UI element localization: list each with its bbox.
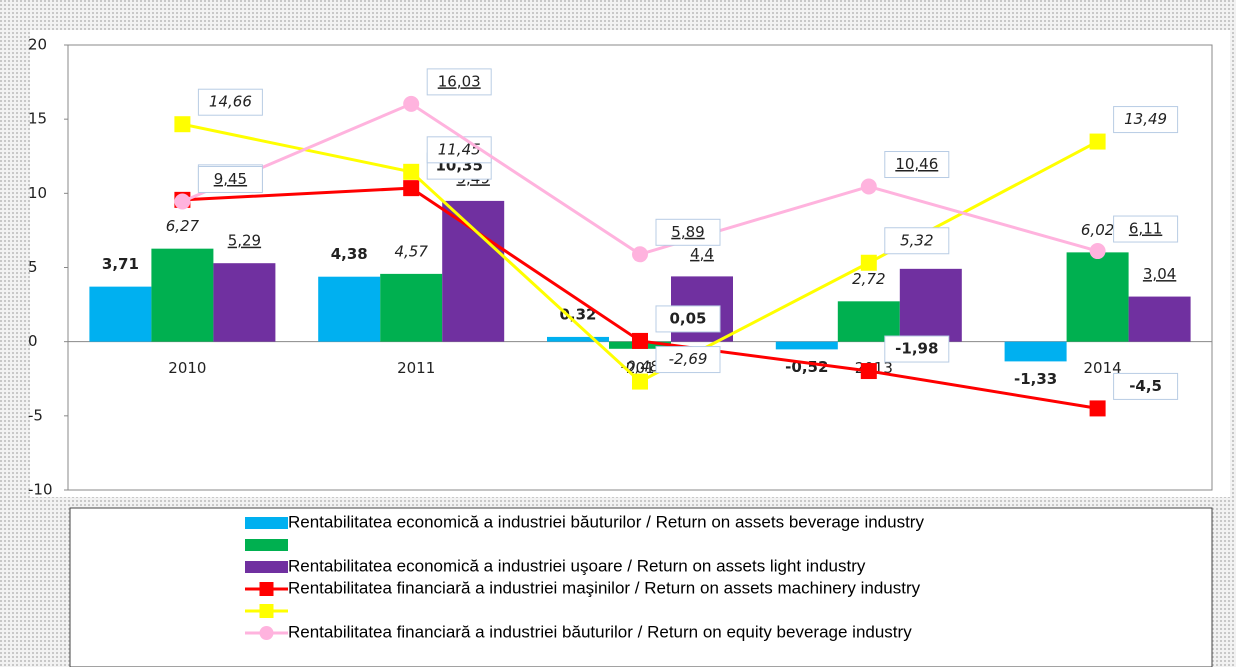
bar — [213, 263, 276, 342]
legend-label: Rentabilitatea financiară a industriei b… — [288, 622, 912, 641]
x-tick-label: 2010 — [168, 359, 206, 377]
bar — [318, 276, 381, 342]
data-label: 4,4 — [690, 245, 714, 263]
marker — [403, 95, 420, 112]
bar — [1004, 341, 1067, 362]
y-tick-label: 5 — [28, 258, 38, 276]
label-box — [1113, 106, 1179, 134]
marker — [860, 363, 877, 380]
label-box — [884, 335, 950, 363]
label-box — [1113, 215, 1179, 243]
marker — [1089, 133, 1106, 150]
legend-marker — [259, 604, 274, 618]
marker — [1089, 243, 1106, 260]
marker — [632, 332, 648, 349]
bar — [899, 268, 962, 342]
data-label: 10,46 — [895, 155, 938, 173]
data-label: 5,29 — [228, 232, 261, 250]
data-label: 5,89 — [671, 223, 704, 241]
legend-label: Rentabilitatea economică a industriei bă… — [288, 512, 924, 531]
y-tick-label: 0 — [28, 332, 38, 350]
data-label: -0,48 — [621, 357, 660, 375]
label-box — [426, 68, 492, 96]
legend-marker — [259, 582, 274, 596]
label-box — [426, 136, 492, 164]
label-box — [655, 346, 721, 374]
data-label: -2,69 — [669, 350, 708, 368]
data-label: 4,57 — [394, 242, 428, 260]
data-label: 2,72 — [852, 270, 885, 288]
marker — [860, 178, 877, 195]
data-label: 6,02 — [1081, 221, 1114, 239]
y-tick-label: -10 — [28, 481, 53, 499]
data-label: 5,32 — [900, 231, 933, 249]
legend-swatch — [245, 539, 288, 551]
label-box — [197, 88, 263, 116]
marker — [632, 373, 648, 390]
bar — [837, 301, 900, 342]
marker — [1089, 400, 1106, 417]
marker — [632, 246, 648, 263]
legend-marker — [259, 626, 274, 640]
data-label: 3,71 — [102, 255, 139, 273]
label-box — [884, 151, 950, 179]
y-tick-label: 10 — [28, 184, 47, 202]
legend-label: Rentabilitatea financiară a industriei m… — [288, 578, 921, 597]
label-box — [655, 305, 721, 333]
label-box — [197, 165, 263, 193]
marker — [403, 180, 420, 197]
bar — [151, 248, 214, 342]
label-box — [655, 218, 721, 246]
bar — [89, 286, 152, 342]
marker — [403, 163, 420, 180]
data-label: 13,49 — [1124, 110, 1167, 128]
x-tick-label: 2014 — [1084, 359, 1122, 377]
legend-swatch — [245, 517, 288, 529]
data-label: 0,32 — [559, 305, 596, 323]
data-label: 6,27 — [166, 217, 200, 235]
data-label: 3,04 — [1143, 265, 1176, 283]
bar — [775, 341, 838, 350]
y-tick-label: 15 — [28, 110, 47, 128]
data-label: -1,33 — [1014, 370, 1057, 388]
legend-label: Rentabilitatea economică a industriei uş… — [288, 556, 866, 575]
data-label: 16,03 — [438, 72, 481, 90]
marker — [174, 193, 191, 210]
data-label: 14,66 — [209, 93, 252, 111]
bar — [547, 336, 609, 342]
bar — [442, 200, 505, 342]
data-label: 4,38 — [331, 245, 368, 263]
label-box — [1113, 372, 1179, 400]
legend-swatch — [245, 561, 288, 573]
data-label: 9,45 — [214, 170, 247, 188]
data-label: 6,11 — [1129, 220, 1162, 238]
bar — [1066, 252, 1129, 342]
y-tick-label: -5 — [28, 406, 43, 424]
data-label: 11,45 — [438, 140, 481, 158]
data-label: 0,05 — [669, 309, 706, 327]
label-box — [884, 227, 950, 255]
data-label: -1,98 — [895, 340, 938, 358]
bar — [380, 273, 443, 342]
bar — [1128, 296, 1191, 342]
marker — [860, 254, 877, 271]
data-label: -4,5 — [1129, 377, 1162, 395]
x-tick-label: 2011 — [397, 359, 435, 377]
marker — [174, 116, 191, 133]
y-tick-label: 20 — [28, 36, 47, 54]
